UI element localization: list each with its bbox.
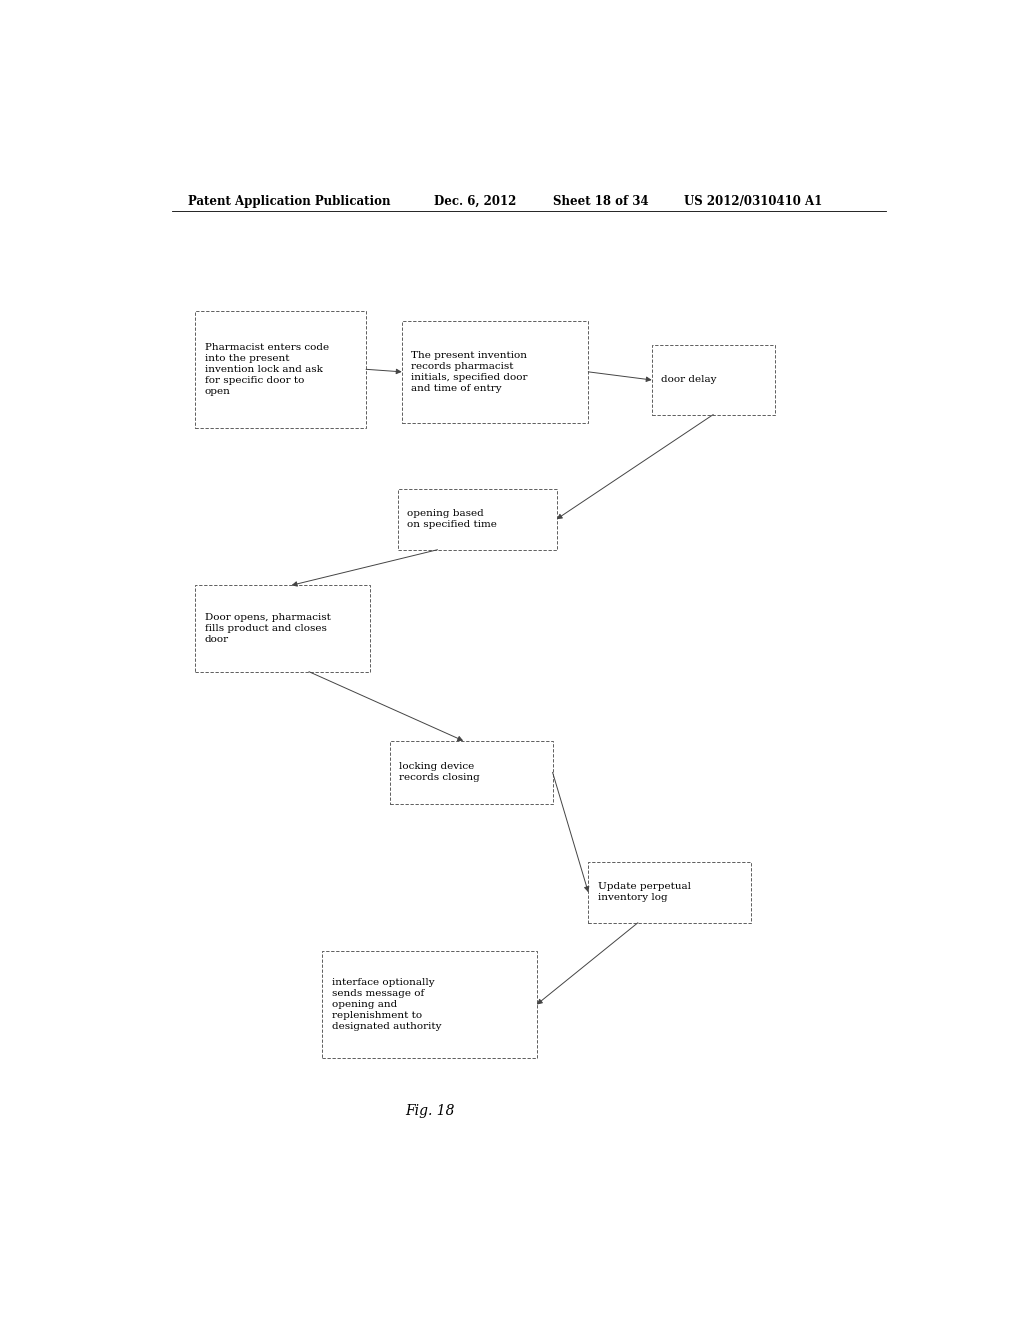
Text: The present invention
records pharmacist
initials, specified door
and time of en: The present invention records pharmacist… [412, 351, 527, 393]
Bar [588, 862, 751, 923]
Bar [397, 488, 557, 549]
Bar [196, 312, 367, 428]
Text: Update perpetual
inventory log: Update perpetual inventory log [598, 882, 691, 903]
Text: US 2012/0310410 A1: US 2012/0310410 A1 [684, 194, 822, 207]
Bar [323, 952, 537, 1057]
Bar [196, 585, 370, 672]
Text: interface optionally
sends message of
opening and
replenishment to
designated au: interface optionally sends message of op… [332, 978, 441, 1031]
Text: locking device
records closing: locking device records closing [399, 762, 480, 783]
Text: Fig. 18: Fig. 18 [404, 1104, 455, 1118]
Text: Pharmacist enters code
into the present
invention lock and ask
for specific door: Pharmacist enters code into the present … [205, 343, 329, 396]
Text: Door opens, pharmacist
fills product and closes
door: Door opens, pharmacist fills product and… [205, 612, 331, 644]
Text: Patent Application Publication: Patent Application Publication [187, 194, 390, 207]
Bar [652, 346, 775, 414]
Text: Sheet 18 of 34: Sheet 18 of 34 [553, 194, 648, 207]
Text: door delay: door delay [662, 375, 717, 384]
Text: Dec. 6, 2012: Dec. 6, 2012 [433, 194, 516, 207]
Bar [401, 321, 588, 422]
Text: opening based
on specified time: opening based on specified time [408, 510, 498, 529]
Bar [390, 741, 553, 804]
